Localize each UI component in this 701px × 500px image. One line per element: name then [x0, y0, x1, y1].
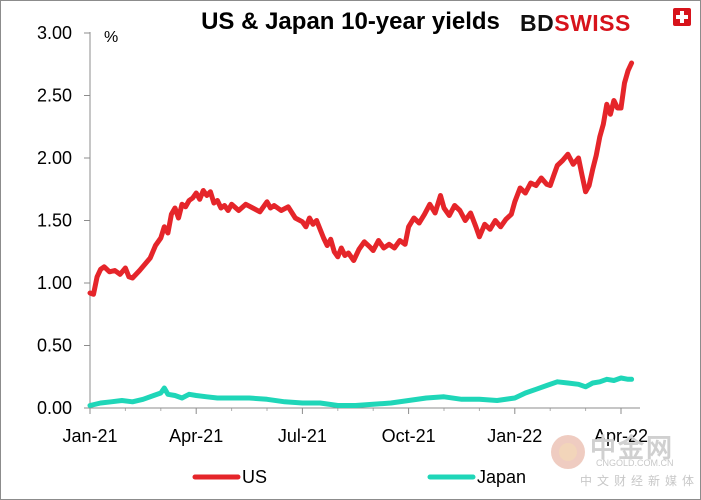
y-tick-label: 0.50	[37, 336, 72, 356]
legend-label-us: US	[242, 467, 267, 487]
x-tick-label: Oct-21	[382, 426, 436, 446]
series-line-japan	[87, 375, 635, 408]
watermark-subtitle: 中文财经新媒体	[580, 474, 700, 488]
bdswiss-logo: BDSWISS	[520, 10, 631, 36]
x-tick-label: Jan-22	[487, 426, 542, 446]
chart-title: US & Japan 10-year yields	[201, 8, 500, 35]
y-tick-label: 0.00	[37, 398, 72, 418]
legend-label-japan: Japan	[477, 467, 526, 487]
y-axis-unit: %	[104, 29, 118, 46]
swiss-cross-icon	[673, 8, 691, 26]
y-tick-label: 2.50	[37, 86, 72, 106]
series-line-us	[87, 60, 635, 297]
x-tick-label: Apr-22	[594, 426, 648, 446]
x-tick-label: Apr-21	[169, 426, 223, 446]
y-tick-label: 1.00	[37, 273, 72, 293]
y-tick-label: 1.50	[37, 211, 72, 231]
watermark-name: 中金网	[590, 433, 675, 463]
cngold-watermark-icon	[551, 435, 585, 469]
x-tick-label: Jul-21	[278, 426, 327, 446]
x-tick-label: Jan-21	[62, 426, 117, 446]
y-tick-label: 2.00	[37, 148, 72, 168]
y-tick-label: 3.00	[37, 23, 72, 43]
watermark-url: CNGOLD.COM.CN	[596, 458, 674, 468]
